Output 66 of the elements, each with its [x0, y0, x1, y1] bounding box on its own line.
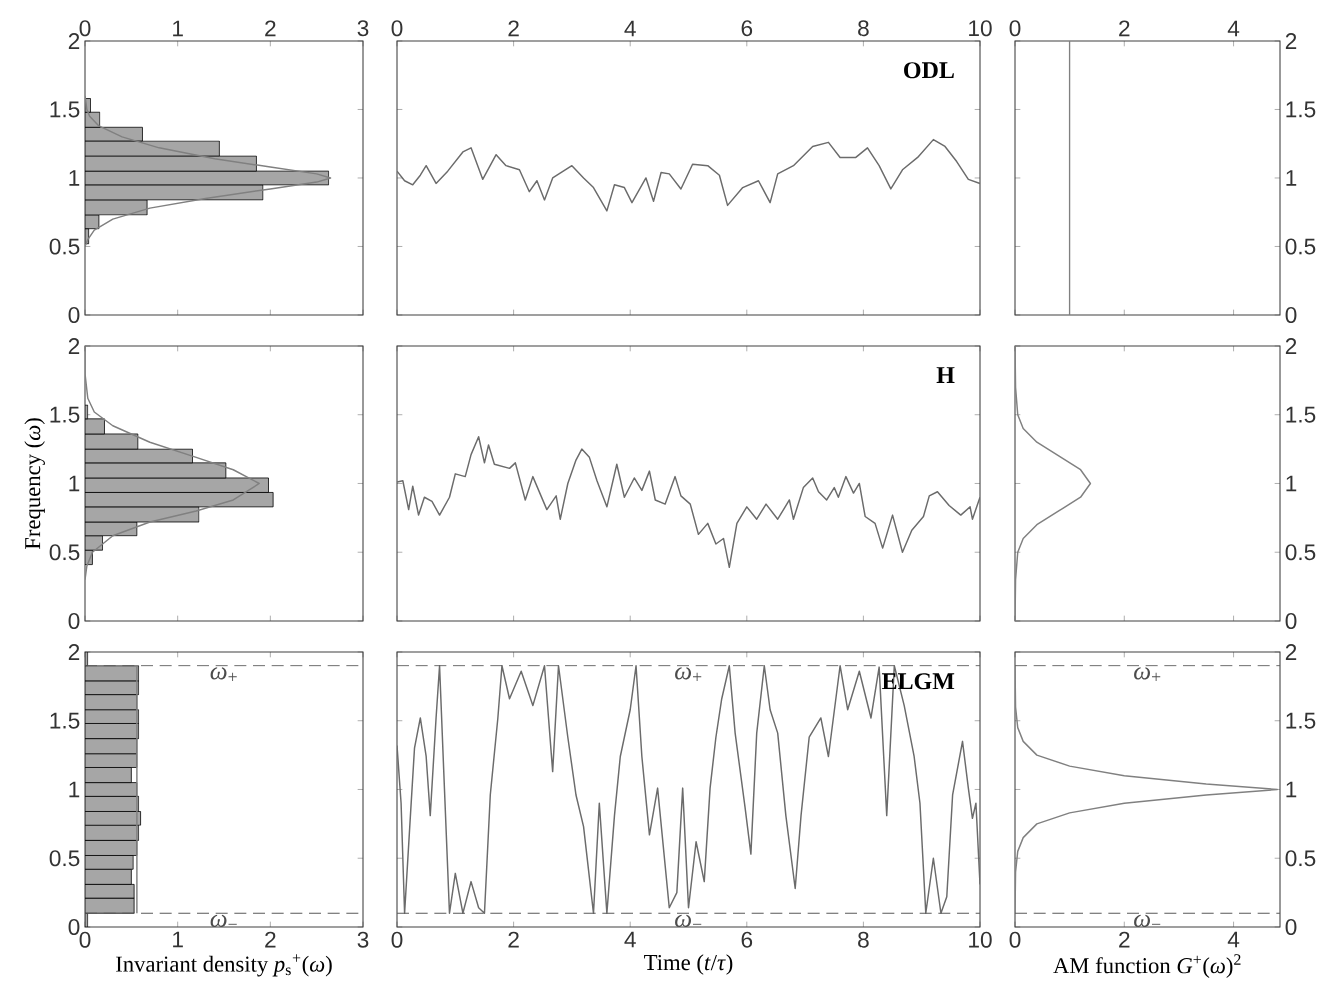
x-axis-title: AM function G$^{+}$(ω)$^{2}$ — [1053, 954, 1241, 978]
y-tick-label: 1 — [69, 170, 80, 186]
x-tick-label: 2 — [508, 20, 519, 37]
y-tick-label: 0 — [68, 612, 80, 630]
x-tick-label: 2 — [1119, 20, 1130, 37]
x-tick-label: 10 — [969, 931, 992, 948]
x-tick-label: 1 — [173, 931, 183, 948]
y-tick-label: 0.5 — [49, 544, 80, 561]
ref-line-label: ω$_{−}$ — [1134, 914, 1161, 927]
x-axis-title: Invariant density p$_{s}$$^{+}$(ω) — [116, 954, 332, 977]
y-tick-label: 1.5 — [1286, 712, 1316, 729]
y-tick-label: 0.5 — [49, 238, 80, 255]
y-tick-label: 0 — [1285, 612, 1297, 630]
x-tick-label: 1 — [173, 20, 183, 37]
x-axis-title: Time (t/τ) — [644, 954, 733, 975]
x-tick-label: 3 — [357, 20, 369, 37]
x-tick-label: 6 — [741, 20, 753, 37]
y-tick-label: 0 — [1285, 918, 1297, 936]
y-tick-label: 1.5 — [1286, 406, 1316, 423]
y-tick-label: 1 — [69, 475, 80, 492]
x-tick-label: 0 — [391, 931, 403, 948]
y-tick-label: 1 — [1286, 170, 1297, 186]
ref-line-label: ω$_{+}$ — [1134, 667, 1161, 681]
y-tick-label: 1 — [1286, 475, 1297, 492]
x-tick-label: 2 — [265, 931, 276, 948]
x-tick-label: 4 — [624, 20, 636, 37]
y-tick-label: 2 — [68, 33, 80, 49]
y-tick-label: 2 — [1285, 338, 1297, 354]
x-tick-label: 4 — [1227, 931, 1240, 948]
x-tick-label: 0 — [1009, 931, 1021, 948]
x-tick-label: 0 — [391, 20, 403, 37]
x-tick-label: 2 — [265, 20, 276, 37]
x-tick-label: 0 — [1009, 20, 1021, 37]
x-tick-label: 6 — [741, 931, 753, 948]
y-tick-label: 1 — [1286, 781, 1297, 798]
x-tick-label: 10 — [969, 20, 992, 37]
x-tick-label: 3 — [357, 931, 369, 948]
y-tick-label: 2 — [68, 644, 80, 660]
y-tick-label: 1.5 — [50, 406, 80, 423]
y-tick-label: 1.5 — [50, 101, 80, 118]
y-tick-label: 2 — [1285, 644, 1297, 660]
ref-line-label: ω$_{−}$ — [675, 914, 702, 927]
y-tick-label: 1 — [69, 781, 80, 798]
ref-line-label: ω$_{+}$ — [675, 667, 702, 681]
annotation: ODL — [904, 62, 954, 79]
x-tick-label: 2 — [1119, 931, 1130, 948]
y-tick-label: 0 — [68, 918, 80, 936]
ref-line-label: ω$_{+}$ — [210, 667, 237, 681]
ref-line-label: ω$_{−}$ — [210, 914, 237, 927]
annotation: H — [936, 367, 955, 383]
y-tick-label: 0.5 — [1285, 544, 1316, 561]
x-tick-label: 2 — [508, 931, 519, 948]
y-tick-label: 1.5 — [50, 712, 80, 729]
y-axis-title: Frequency (ω) — [24, 418, 45, 550]
y-tick-label: 2 — [68, 338, 80, 354]
x-tick-label: 8 — [858, 20, 869, 37]
y-tick-label: 0.5 — [49, 850, 80, 867]
x-tick-label: 8 — [858, 931, 869, 948]
y-tick-label: 0 — [68, 306, 80, 324]
x-tick-label: 4 — [1227, 20, 1240, 37]
y-tick-label: 1.5 — [1286, 101, 1316, 118]
x-tick-label: 4 — [624, 931, 636, 948]
y-tick-label: 0.5 — [1285, 850, 1316, 867]
y-tick-label: 0 — [1285, 306, 1297, 324]
y-tick-label: 0.5 — [1285, 238, 1316, 255]
y-tick-label: 2 — [1285, 33, 1297, 49]
